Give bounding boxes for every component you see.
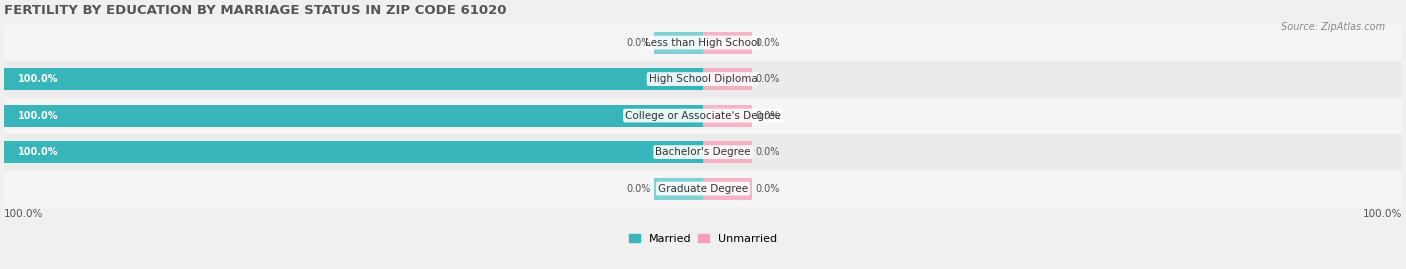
Bar <box>4 141 703 163</box>
Bar <box>703 68 752 90</box>
FancyBboxPatch shape <box>4 97 1402 134</box>
FancyBboxPatch shape <box>4 134 1402 170</box>
Text: 0.0%: 0.0% <box>626 184 651 194</box>
Text: 0.0%: 0.0% <box>755 111 780 121</box>
Text: 0.0%: 0.0% <box>626 38 651 48</box>
Bar <box>703 32 752 54</box>
Text: 0.0%: 0.0% <box>755 184 780 194</box>
Text: Bachelor's Degree: Bachelor's Degree <box>655 147 751 157</box>
Text: 0.0%: 0.0% <box>755 74 780 84</box>
Bar <box>4 105 703 126</box>
Text: Source: ZipAtlas.com: Source: ZipAtlas.com <box>1281 22 1385 31</box>
Bar <box>703 178 752 200</box>
FancyBboxPatch shape <box>4 61 1402 97</box>
Text: 100.0%: 100.0% <box>4 209 44 219</box>
Bar <box>703 141 752 163</box>
Text: 0.0%: 0.0% <box>755 38 780 48</box>
Text: Graduate Degree: Graduate Degree <box>658 184 748 194</box>
Text: FERTILITY BY EDUCATION BY MARRIAGE STATUS IN ZIP CODE 61020: FERTILITY BY EDUCATION BY MARRIAGE STATU… <box>4 4 506 17</box>
Text: 100.0%: 100.0% <box>18 111 59 121</box>
Text: College or Associate's Degree: College or Associate's Degree <box>626 111 780 121</box>
Text: High School Diploma: High School Diploma <box>648 74 758 84</box>
FancyBboxPatch shape <box>4 24 1402 61</box>
Text: 100.0%: 100.0% <box>18 74 59 84</box>
Text: 0.0%: 0.0% <box>755 147 780 157</box>
Bar <box>703 105 752 126</box>
Text: 100.0%: 100.0% <box>18 147 59 157</box>
Bar <box>654 32 703 54</box>
Bar <box>4 68 703 90</box>
Legend: Married, Unmarried: Married, Unmarried <box>628 234 778 244</box>
Text: Less than High School: Less than High School <box>645 38 761 48</box>
Bar <box>654 178 703 200</box>
FancyBboxPatch shape <box>4 170 1402 207</box>
Text: 100.0%: 100.0% <box>1362 209 1402 219</box>
